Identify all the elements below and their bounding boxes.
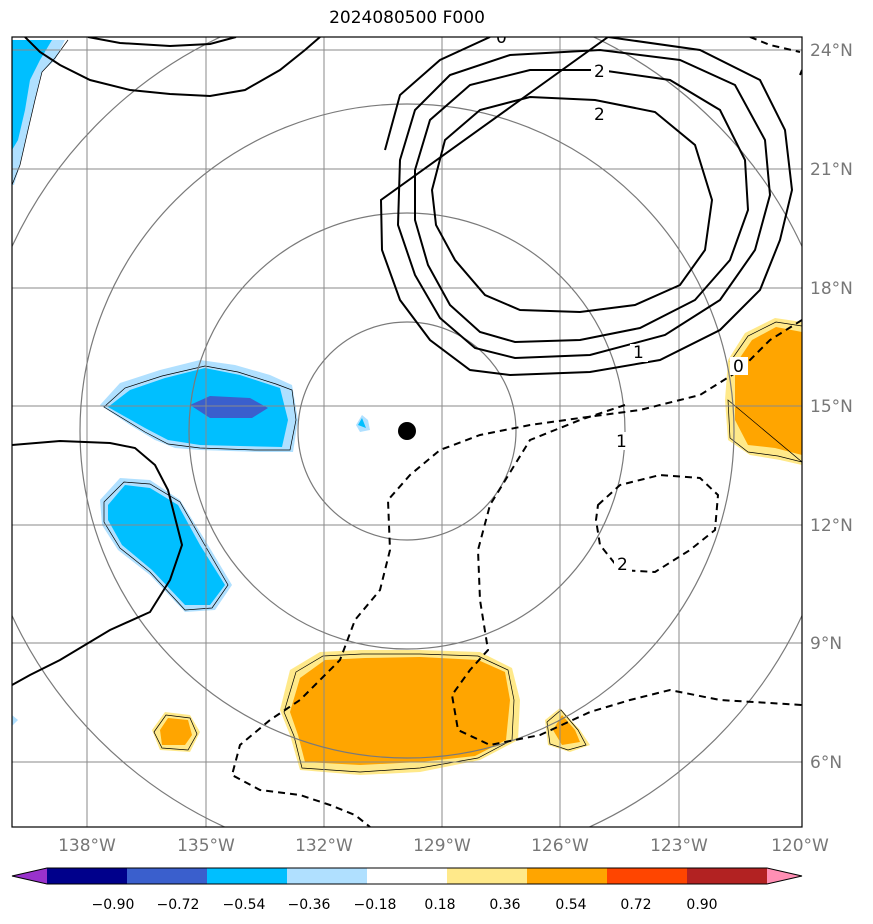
lat-axis: 24°N 21°N 18°N 15°N 12°N 9°N 6°N xyxy=(810,41,853,773)
colorbar-outline xyxy=(11,867,803,885)
colorbar-segment xyxy=(687,868,768,884)
colorbar-tick-label: −0.18 xyxy=(354,897,397,913)
lat-tick-label: 21°N xyxy=(810,160,853,180)
lat-tick-label: 18°N xyxy=(810,279,853,299)
contour-dashed-main xyxy=(230,319,802,827)
colorbar-tick-label: −0.36 xyxy=(288,897,331,913)
contour-dashed-closed xyxy=(594,473,720,574)
contour-label: 1 xyxy=(616,432,627,452)
contour-label: 0 xyxy=(733,357,744,377)
lon-tick-label: 120°W xyxy=(771,836,829,856)
colorbar-segment xyxy=(447,868,528,884)
lon-tick-label: 126°W xyxy=(531,836,589,856)
map-plot-area: 0 2 2 1 0 1 2 xyxy=(12,28,802,827)
colorbar-tick-label: 0.18 xyxy=(424,897,455,913)
colorbar-tick-label: 0.90 xyxy=(686,897,717,913)
colorbar-segment xyxy=(287,868,368,884)
orange-region-south-core xyxy=(290,657,510,765)
contour-ring-3 xyxy=(414,69,750,344)
lat-tick-label: 15°N xyxy=(810,397,853,417)
lat-tick-label: 12°N xyxy=(810,516,853,536)
range-ring-3 xyxy=(79,103,735,759)
colorbar-segment xyxy=(367,868,448,884)
contour-solid-northwest xyxy=(24,37,321,98)
storm-center-marker xyxy=(398,422,416,440)
lat-tick-label: 9°N xyxy=(810,634,842,654)
contour-ring-inner xyxy=(430,95,714,314)
lon-tick-label: 129°W xyxy=(413,836,471,856)
lon-tick-label: 123°W xyxy=(650,836,708,856)
contour-dashed-northeast xyxy=(749,37,801,53)
lon-axis: 138°W 135°W 132°W 129°W 126°W 123°W 120°… xyxy=(58,836,829,856)
shaded-outlines xyxy=(12,39,802,773)
contour-ring-outer xyxy=(379,37,794,377)
contour-labels: 0 2 2 1 0 1 2 xyxy=(494,28,748,575)
orange-spot-southwest-core xyxy=(160,718,192,745)
blue-spot-left-edge xyxy=(12,715,18,726)
colorbar-tick-label: 0.54 xyxy=(555,897,586,913)
map-title: 2024080500 F000 xyxy=(329,8,485,28)
colorbar-extension-high xyxy=(767,868,802,884)
colorbar-segment xyxy=(207,868,288,884)
blue-region-topleft-core xyxy=(12,40,52,150)
contour-label: 1 xyxy=(633,343,644,363)
colorbar-segment xyxy=(47,868,128,884)
shaded-regions xyxy=(12,40,802,775)
colorbar-tick-label: −0.54 xyxy=(223,897,266,913)
contour-label: 0 xyxy=(496,28,507,48)
blue-spot-center-core xyxy=(358,418,366,428)
colorbar-extension-low xyxy=(12,868,47,884)
lon-tick-label: 135°W xyxy=(177,836,235,856)
lon-tick-label: 132°W xyxy=(295,836,353,856)
map-frame xyxy=(11,36,803,828)
contour-dashed-mid xyxy=(450,404,802,747)
colorbar-tick-label: 0.72 xyxy=(620,897,651,913)
colorbar-segment xyxy=(527,868,608,884)
lon-tick-label: 138°W xyxy=(58,836,116,856)
colorbar-tick-label: −0.90 xyxy=(92,897,135,913)
range-rings xyxy=(12,37,802,827)
lat-tick-label: 6°N xyxy=(810,753,842,773)
colorbar-segment xyxy=(607,868,688,884)
blue-region-southwest-core xyxy=(108,485,225,605)
colorbar: −0.90 −0.72 −0.54 −0.36 −0.18 0.18 0.36 … xyxy=(11,867,803,913)
colorbar-ticks: −0.90 −0.72 −0.54 −0.36 −0.18 0.18 0.36 … xyxy=(92,897,718,913)
colorbar-tick-label: −0.72 xyxy=(157,897,200,913)
range-ring-2 xyxy=(188,212,626,650)
contour-label: 2 xyxy=(594,62,605,82)
contour-ring-2 xyxy=(396,48,772,360)
colorbar-segment xyxy=(127,868,208,884)
colorbar-tick-label: 0.36 xyxy=(489,897,520,913)
indigo-region-west xyxy=(190,396,268,418)
contour-solid-top-left xyxy=(87,37,237,48)
contour-solid-southwest xyxy=(12,439,184,686)
solid-contours xyxy=(12,37,802,686)
contour-label: 2 xyxy=(617,555,628,575)
lat-tick-label: 24°N xyxy=(810,41,853,61)
contour-label: 2 xyxy=(594,105,605,125)
range-ring-1 xyxy=(297,321,517,541)
graticule xyxy=(12,37,802,827)
colorbar-segments xyxy=(12,868,802,884)
dashed-contours xyxy=(230,37,802,827)
